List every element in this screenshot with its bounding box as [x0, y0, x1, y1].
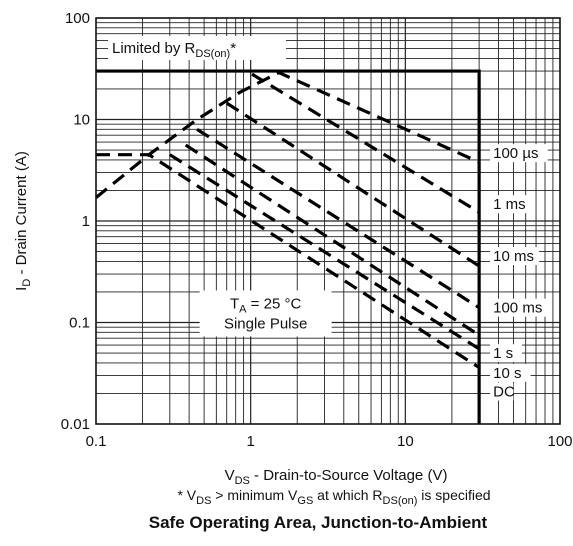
- series-label-bg: [490, 195, 531, 214]
- series-label: DC: [493, 384, 515, 401]
- chart-title: Safe Operating Area, Junction-to-Ambient: [149, 513, 488, 532]
- series-label-bg: [490, 382, 514, 401]
- x-tick-labels: 0.1 1 10 100: [86, 433, 573, 450]
- svg-text:Single Pulse: Single Pulse: [224, 315, 307, 332]
- series-group: [94, 70, 480, 369]
- y-tick-label: 0.01: [61, 416, 90, 433]
- series-label: 1 ms: [493, 196, 526, 213]
- series-line: [168, 153, 480, 351]
- series-label: 1 s: [493, 345, 513, 362]
- series-line: [251, 72, 480, 214]
- svg-text:Limited by RDS(on)*: Limited by RDS(on)*: [112, 40, 236, 60]
- plot-frame: [95, 17, 561, 425]
- x-tick-label: 100: [547, 433, 572, 450]
- x-tick-label: 0.1: [86, 433, 107, 450]
- series-line: [196, 127, 480, 310]
- footnote: * VDS > minimum VGS at which RDS(on) is …: [177, 487, 490, 507]
- series-label-bg: [490, 247, 540, 266]
- svg-text:TA = 25 °C: TA = 25 °C: [230, 295, 301, 315]
- series-label-bg: [490, 363, 531, 382]
- y-axis-title: ID - Drain Current (A): [13, 151, 33, 291]
- y-tick-label: 1: [82, 213, 90, 230]
- rds-limit-label: Limited by RDS(on)*: [108, 36, 286, 60]
- y-tick-labels: 0.01 0.1 1 10 100: [61, 10, 90, 433]
- labels-group: 100 µs 1 ms 10 ms 100 ms 1 s 10 s DC: [490, 144, 548, 401]
- x-axis-title: VDS - Drain-to-Source Voltage (V): [225, 467, 448, 487]
- grid: [96, 18, 560, 424]
- y-tick-label: 0.1: [69, 315, 90, 332]
- x-tick-label: 1: [246, 433, 254, 450]
- series-line: [96, 153, 480, 369]
- y-tick-label: 10: [73, 112, 90, 129]
- series-label: 10 ms: [493, 248, 534, 265]
- series-line: [184, 143, 480, 337]
- series-line: [225, 101, 480, 268]
- series-line: [94, 70, 480, 199]
- series-label: 100 ms: [493, 300, 542, 317]
- y-tick-label: 100: [65, 10, 90, 27]
- series-label-bg: [490, 344, 522, 363]
- x-tick-label: 10: [397, 433, 414, 450]
- series-label: 100 µs: [493, 145, 538, 162]
- series-label-bg: [490, 298, 548, 317]
- conditions-annotation: TA = 25 °C Single Pulse: [199, 290, 332, 337]
- series-label: 10 s: [493, 365, 521, 382]
- series-label-bg: [490, 144, 548, 163]
